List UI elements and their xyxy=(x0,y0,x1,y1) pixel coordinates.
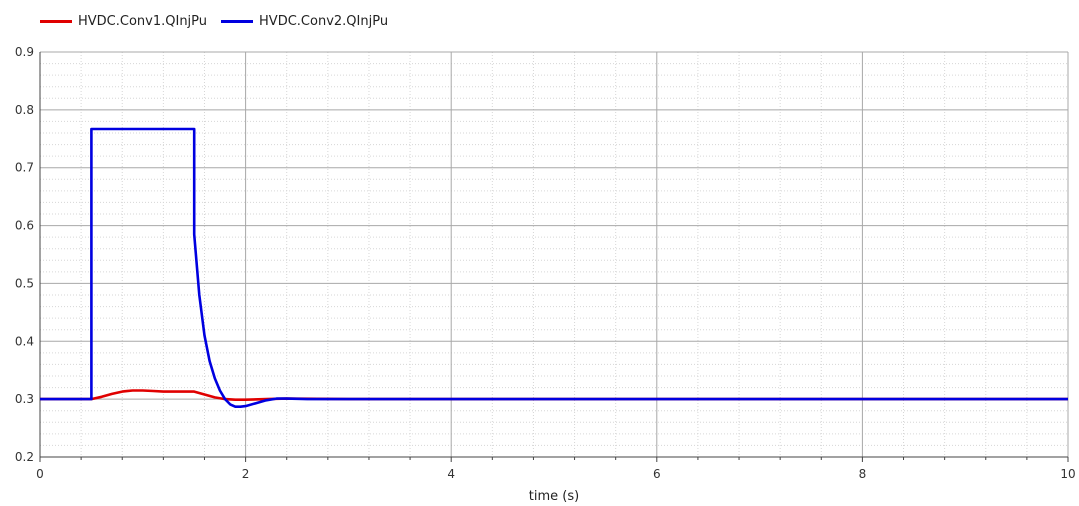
legend-swatch-conv2 xyxy=(221,20,254,23)
x-tick-label: 0 xyxy=(36,467,44,481)
y-tick-label: 0.2 xyxy=(15,450,34,464)
series-line-2 xyxy=(40,127,1068,409)
x-tick-label: 10 xyxy=(1060,467,1075,481)
y-tick-label: 0.5 xyxy=(15,276,34,290)
legend-label-conv1: HVDC.Conv1.QInjPu xyxy=(78,14,208,29)
x-tick-label: 8 xyxy=(859,467,867,481)
y-tick-label: 0.7 xyxy=(15,161,34,175)
y-tick-label: 0.4 xyxy=(15,334,34,348)
legend-item-conv1: HVDC.Conv1.QInjPu xyxy=(40,14,207,29)
x-axis-label: time (s) xyxy=(529,489,579,504)
legend-label-conv2: HVDC.Conv2.QInjPu xyxy=(259,14,389,29)
y-tick-label: 0.6 xyxy=(15,219,34,233)
x-tick-label: 6 xyxy=(653,467,661,481)
y-tick-label: 0.8 xyxy=(15,103,34,117)
legend-item-conv2: HVDC.Conv2.QInjPu xyxy=(221,14,388,29)
y-tick-label: 0.3 xyxy=(15,392,34,406)
legend-swatch-conv1 xyxy=(40,20,72,23)
legend: HVDC.Conv1.QInjPu HVDC.Conv2.QInjPu xyxy=(40,14,388,29)
x-tick-label: 4 xyxy=(447,467,455,481)
x-tick-label: 2 xyxy=(242,467,250,481)
y-tick-label: 0.9 xyxy=(15,45,34,59)
